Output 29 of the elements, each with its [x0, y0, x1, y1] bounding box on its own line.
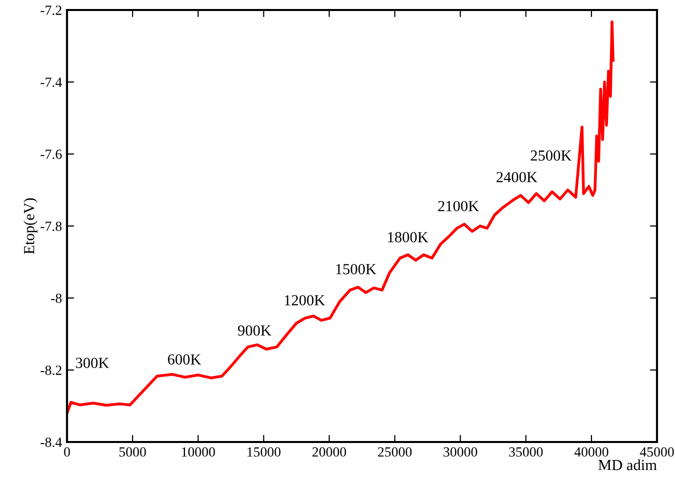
y-tick-label: -8.4	[40, 438, 62, 448]
y-tick-label: -7.6	[40, 150, 62, 160]
x-tick-label: 35000	[509, 447, 543, 457]
x-tick-label: 15000	[248, 447, 280, 457]
annotation: 1500K	[336, 264, 376, 274]
x-tick-label: 25000	[378, 447, 412, 457]
y-axis-title: Etop(eV)	[24, 198, 38, 254]
y-tick-label: -8	[51, 294, 62, 303]
annotation: 2100K	[438, 200, 479, 212]
y-tick-label: -7.8	[40, 222, 62, 232]
y-tick-label: -8.2	[40, 366, 62, 376]
x-tick-label: 30000	[444, 447, 478, 457]
x-tick-label: 0	[64, 447, 70, 457]
annotation: 2500K	[530, 150, 572, 161]
x-axis-title: MD adim	[598, 459, 657, 470]
annotation: 1800K	[388, 232, 428, 242]
annotation: 2400K	[496, 172, 538, 182]
x-tick-label: 40000	[574, 447, 608, 457]
x-tick-label: 10000	[182, 447, 215, 457]
x-tick-label: 20000	[312, 447, 346, 457]
x-tick-label: 45000	[640, 447, 674, 457]
annotation: 1200K	[284, 295, 325, 306]
annotation: 300K	[76, 358, 110, 368]
line-series	[67, 20, 614, 415]
y-tick-label: -7.2	[40, 6, 62, 16]
y-tick-label: -7.4	[40, 78, 62, 88]
annotation: 600K	[168, 354, 202, 365]
x-tick-label: 5000	[119, 447, 146, 457]
annotation: 900K	[238, 325, 272, 336]
